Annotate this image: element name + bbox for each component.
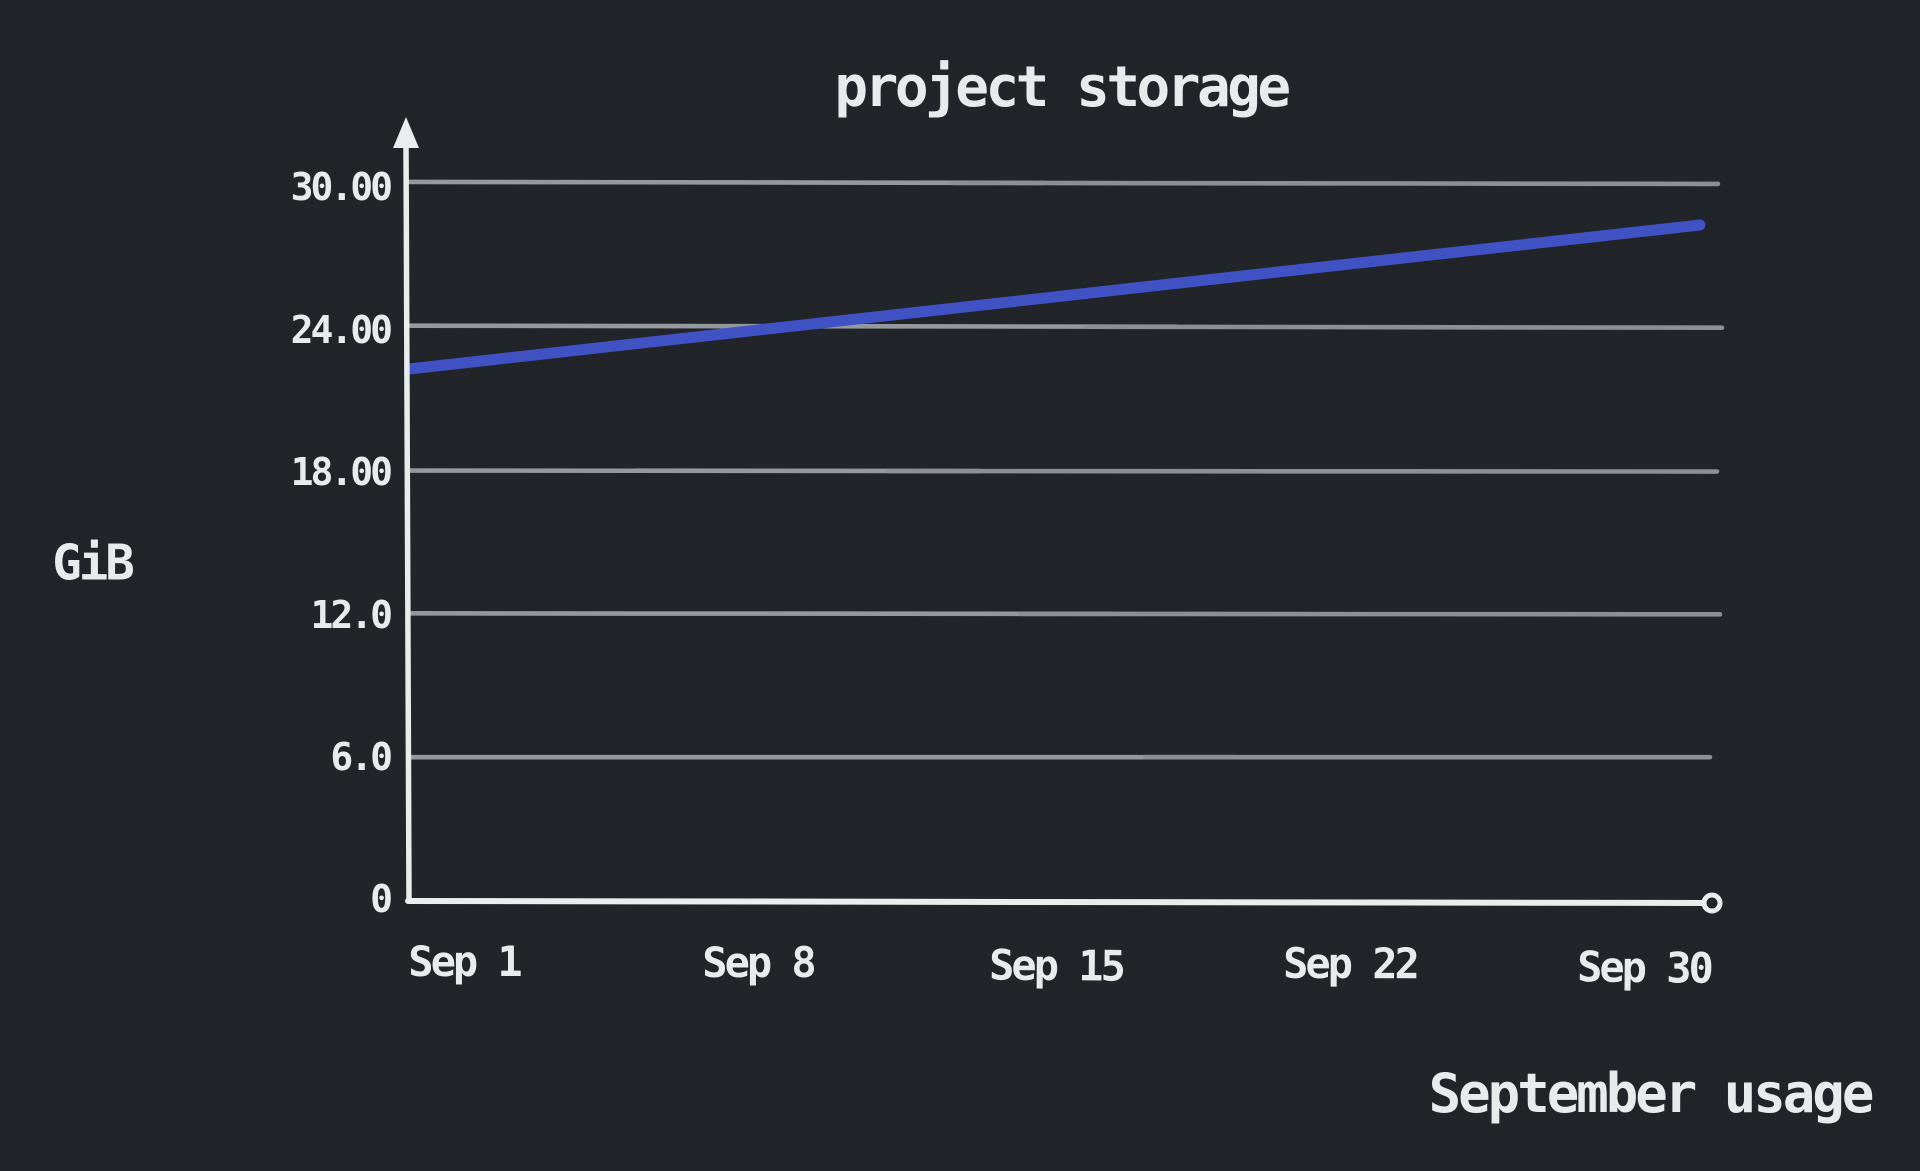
y-axis-line	[403, 140, 412, 904]
y-tick-0: 0	[370, 877, 393, 921]
x-axis-end-circle	[1701, 892, 1723, 914]
chart-title: project storage	[834, 55, 1291, 120]
y-axis-title: GiB	[52, 534, 134, 592]
x-tick-sep-1: Sep 1	[408, 937, 522, 986]
y-tick-12: 12.0	[310, 593, 392, 637]
x-tick-sep-15: Sep 15	[988, 940, 1124, 991]
gridline-12	[1017, 611, 1723, 617]
y-axis-arrow-icon	[393, 117, 419, 148]
y-tick-30: 30.00	[290, 165, 393, 209]
gridline-30	[950, 180, 1721, 187]
y-tick-18: 18.00	[290, 450, 393, 494]
x-axis-title: September usage	[1428, 1062, 1875, 1125]
x-tick-sep-30: Sep 30	[1576, 942, 1712, 993]
storage-line	[404, 219, 1706, 375]
gridline-30	[406, 179, 1046, 186]
x-tick-sep-8: Sep 8	[702, 938, 816, 987]
y-tick-24: 24.00	[290, 308, 393, 352]
gridline-18	[886, 468, 1720, 474]
gridline-12	[407, 611, 1113, 617]
x-tick-sep-22: Sep 22	[1283, 938, 1417, 989]
gridline-18	[408, 468, 981, 474]
y-tick-6: 6.0	[330, 735, 393, 779]
x-axis-line	[405, 898, 1706, 906]
gridline-24	[1084, 324, 1725, 331]
